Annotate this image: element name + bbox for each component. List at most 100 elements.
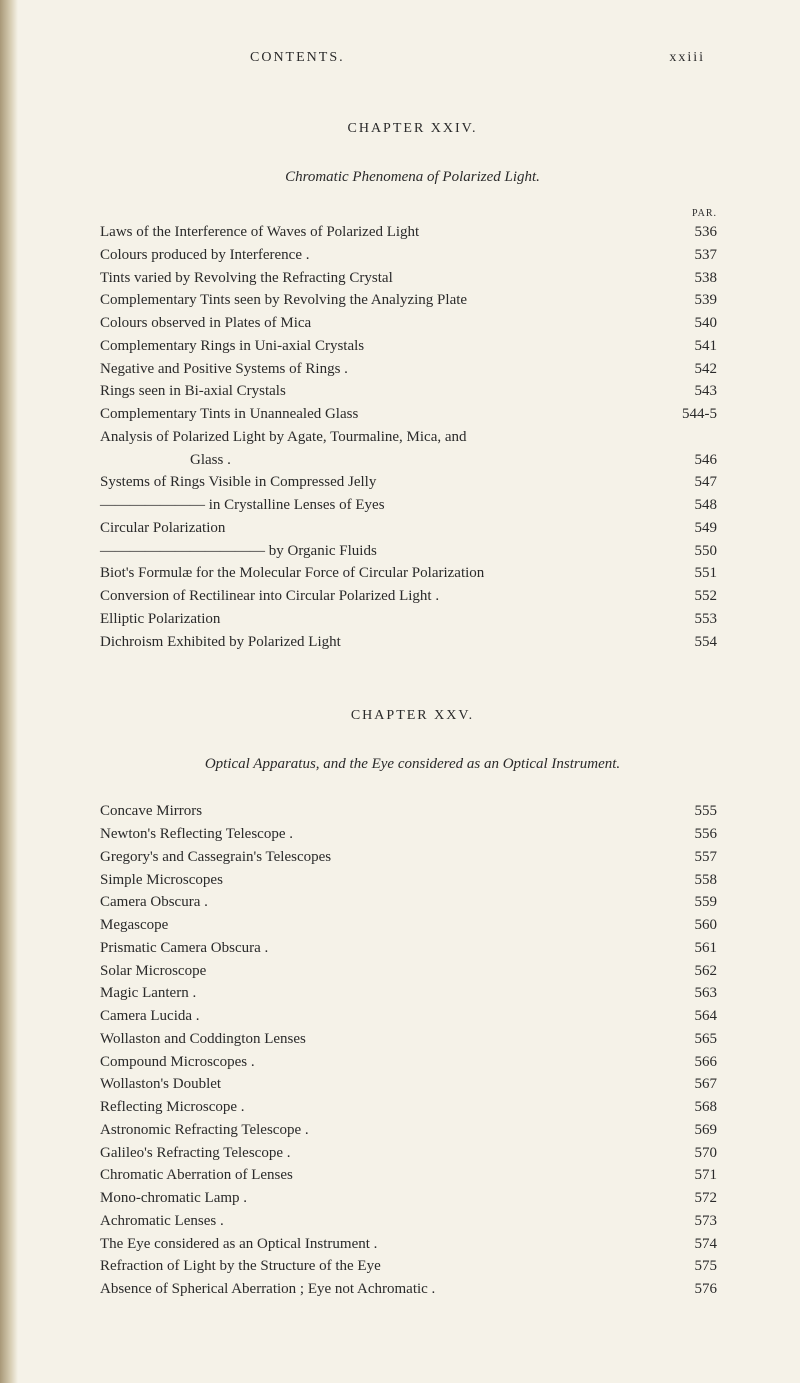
toc-entry-text: Achromatic Lenses . (100, 1211, 224, 1233)
toc-entry-page: 567 (675, 1074, 725, 1096)
toc-entry: Conversion of Rectilinear into Circular … (100, 586, 725, 608)
toc-entry: Achromatic Lenses .573 (100, 1211, 725, 1233)
toc-entry-text: Tints varied by Revolving the Refracting… (100, 268, 393, 290)
toc-entry-page: 538 (675, 268, 725, 290)
header-title: CONTENTS. (250, 50, 345, 66)
toc-entry-text: Chromatic Aberration of Lenses (100, 1165, 293, 1187)
toc-entry-page: 540 (675, 313, 725, 335)
toc-entry: Galileo's Refracting Telescope . 570 (100, 1143, 725, 1165)
toc-entry: Colours produced by Interference . 537 (100, 245, 725, 267)
toc-entry-page: 547 (675, 472, 725, 494)
toc-entry: Camera Lucida .564 (100, 1006, 725, 1028)
toc-entry-text: Compound Microscopes . (100, 1052, 255, 1074)
toc-entry-text: Galileo's Refracting Telescope . (100, 1143, 290, 1165)
toc-entry-page: 570 (675, 1143, 725, 1165)
toc-entry-page: 537 (675, 245, 725, 267)
toc-entry-text: Mono-chromatic Lamp . (100, 1188, 247, 1210)
toc-entry-text: Systems of Rings Visible in Compressed J… (100, 472, 376, 494)
chapter-25-heading: CHAPTER XXV. (100, 708, 725, 724)
toc-entry-text: Camera Obscura . (100, 892, 208, 914)
toc-entry: Astronomic Refracting Telescope . 569 (100, 1120, 725, 1142)
toc-entry-page: 561 (675, 938, 725, 960)
toc-entry-page: 543 (675, 381, 725, 403)
toc-entry-page: 556 (675, 824, 725, 846)
toc-entry: Rings seen in Bi-axial Crystals 543 (100, 381, 725, 403)
toc-entry-text: Prismatic Camera Obscura . (100, 938, 268, 960)
toc-entry: Elliptic Polarization 553 (100, 609, 725, 631)
toc-entry: Gregory's and Cassegrain's Telescopes 557 (100, 847, 725, 869)
toc-entry: Analysis of Polarized Light by Agate, To… (100, 427, 725, 449)
chapter-24-section: CHAPTER XXIV. Chromatic Phenomena of Pol… (100, 121, 725, 653)
toc-entry-text: Wollaston and Coddington Lenses (100, 1029, 306, 1051)
toc-entry: Complementary Rings in Uni-axial Crystal… (100, 336, 725, 358)
toc-entry: Biot's Formulæ for the Molecular Force o… (100, 563, 725, 585)
toc-entry: Refraction of Light by the Structure of … (100, 1256, 725, 1278)
toc-entry-page: 574 (675, 1234, 725, 1256)
toc-entry: Tints varied by Revolving the Refracting… (100, 268, 725, 290)
toc-entry-text: Solar Microscope (100, 961, 206, 983)
toc-entry: ——————— in Crystalline Lenses of Eyes 548 (100, 495, 725, 517)
page-header: CONTENTS. xxiii (100, 50, 725, 66)
toc-entry-text: Reflecting Microscope . (100, 1097, 245, 1119)
toc-entry-text: Absence of Spherical Aberration ; Eye no… (100, 1279, 435, 1301)
toc-entry-page: 548 (675, 495, 725, 517)
toc-entry-page: 544-5 (675, 404, 725, 426)
toc-entry-page: 553 (675, 609, 725, 631)
toc-entry-text: Colours produced by Interference . (100, 245, 310, 267)
toc-entry: Compound Microscopes .566 (100, 1052, 725, 1074)
toc-entry: The Eye considered as an Optical Instrum… (100, 1234, 725, 1256)
toc-entry: Solar Microscope562 (100, 961, 725, 983)
toc-entry: Prismatic Camera Obscura . 561 (100, 938, 725, 960)
toc-entry-text: Analysis of Polarized Light by Agate, To… (100, 427, 467, 449)
toc-entry-text: Laws of the Interference of Waves of Pol… (100, 222, 419, 244)
toc-entry-text: Negative and Positive Systems of Rings . (100, 359, 348, 381)
toc-entry-page: 558 (675, 870, 725, 892)
toc-entry-page: 555 (675, 801, 725, 823)
toc-entry: Complementary Tints in Unannealed Glass5… (100, 404, 725, 426)
toc-entry-page: 568 (675, 1097, 725, 1119)
toc-entry-page: 552 (675, 586, 725, 608)
toc-entry-text: Rings seen in Bi-axial Crystals (100, 381, 286, 403)
toc-entry-page: 571 (675, 1165, 725, 1187)
toc-entry-page: 536 (675, 222, 725, 244)
toc-entry-text: Astronomic Refracting Telescope . (100, 1120, 309, 1142)
chapter-25-title: Optical Apparatus, and the Eye considere… (100, 756, 725, 773)
toc-entry-page: 569 (675, 1120, 725, 1142)
toc-entry-text: Complementary Tints seen by Revolving th… (100, 290, 467, 312)
toc-entry-text: Simple Microscopes (100, 870, 223, 892)
toc-entry: Megascope 560 (100, 915, 725, 937)
toc-entry-page: 546 (675, 450, 725, 472)
toc-entry: Magic Lantern .563 (100, 983, 725, 1005)
toc-entry-page: 560 (675, 915, 725, 937)
toc-entry-page: 557 (675, 847, 725, 869)
toc-entry: Circular Polarization549 (100, 518, 725, 540)
chapter-24-title: Chromatic Phenomena of Polarized Light. (100, 169, 725, 186)
toc-entry-text: Megascope (100, 915, 168, 937)
toc-entry: Mono-chromatic Lamp .572 (100, 1188, 725, 1210)
toc-entry-text: Dichroism Exhibited by Polarized Light (100, 632, 341, 654)
toc-entry-page: 565 (675, 1029, 725, 1051)
toc-entry-page: 542 (675, 359, 725, 381)
toc-entry: Negative and Positive Systems of Rings .… (100, 359, 725, 381)
toc-entry: Absence of Spherical Aberration ; Eye no… (100, 1279, 725, 1301)
toc-entry-page: 539 (675, 290, 725, 312)
chapter-25-entries: Concave Mirrors555Newton's Reflecting Te… (100, 801, 725, 1301)
toc-entry-text: ——————— in Crystalline Lenses of Eyes (100, 495, 385, 517)
page-number-roman: xxiii (669, 50, 705, 66)
chapter-24-heading: CHAPTER XXIV. (100, 121, 725, 137)
toc-entry: Camera Obscura .559 (100, 892, 725, 914)
toc-entry-page: 575 (675, 1256, 725, 1278)
toc-entry-text: The Eye considered as an Optical Instrum… (100, 1234, 377, 1256)
toc-entry-text: Elliptic Polarization (100, 609, 220, 631)
toc-entry: Newton's Reflecting Telescope . 556 (100, 824, 725, 846)
toc-entry: Simple Microscopes 558 (100, 870, 725, 892)
toc-entry-page: 541 (675, 336, 725, 358)
toc-entry: Chromatic Aberration of Lenses 571 (100, 1165, 725, 1187)
toc-entry-text: Conversion of Rectilinear into Circular … (100, 586, 439, 608)
toc-entry-text: Gregory's and Cassegrain's Telescopes (100, 847, 331, 869)
toc-entry-text: Newton's Reflecting Telescope . (100, 824, 293, 846)
toc-entry-page: 549 (675, 518, 725, 540)
toc-entry-page: 576 (675, 1279, 725, 1301)
chapter-24-entries: Laws of the Interference of Waves of Pol… (100, 222, 725, 653)
toc-entry: Complementary Tints seen by Revolving th… (100, 290, 725, 312)
